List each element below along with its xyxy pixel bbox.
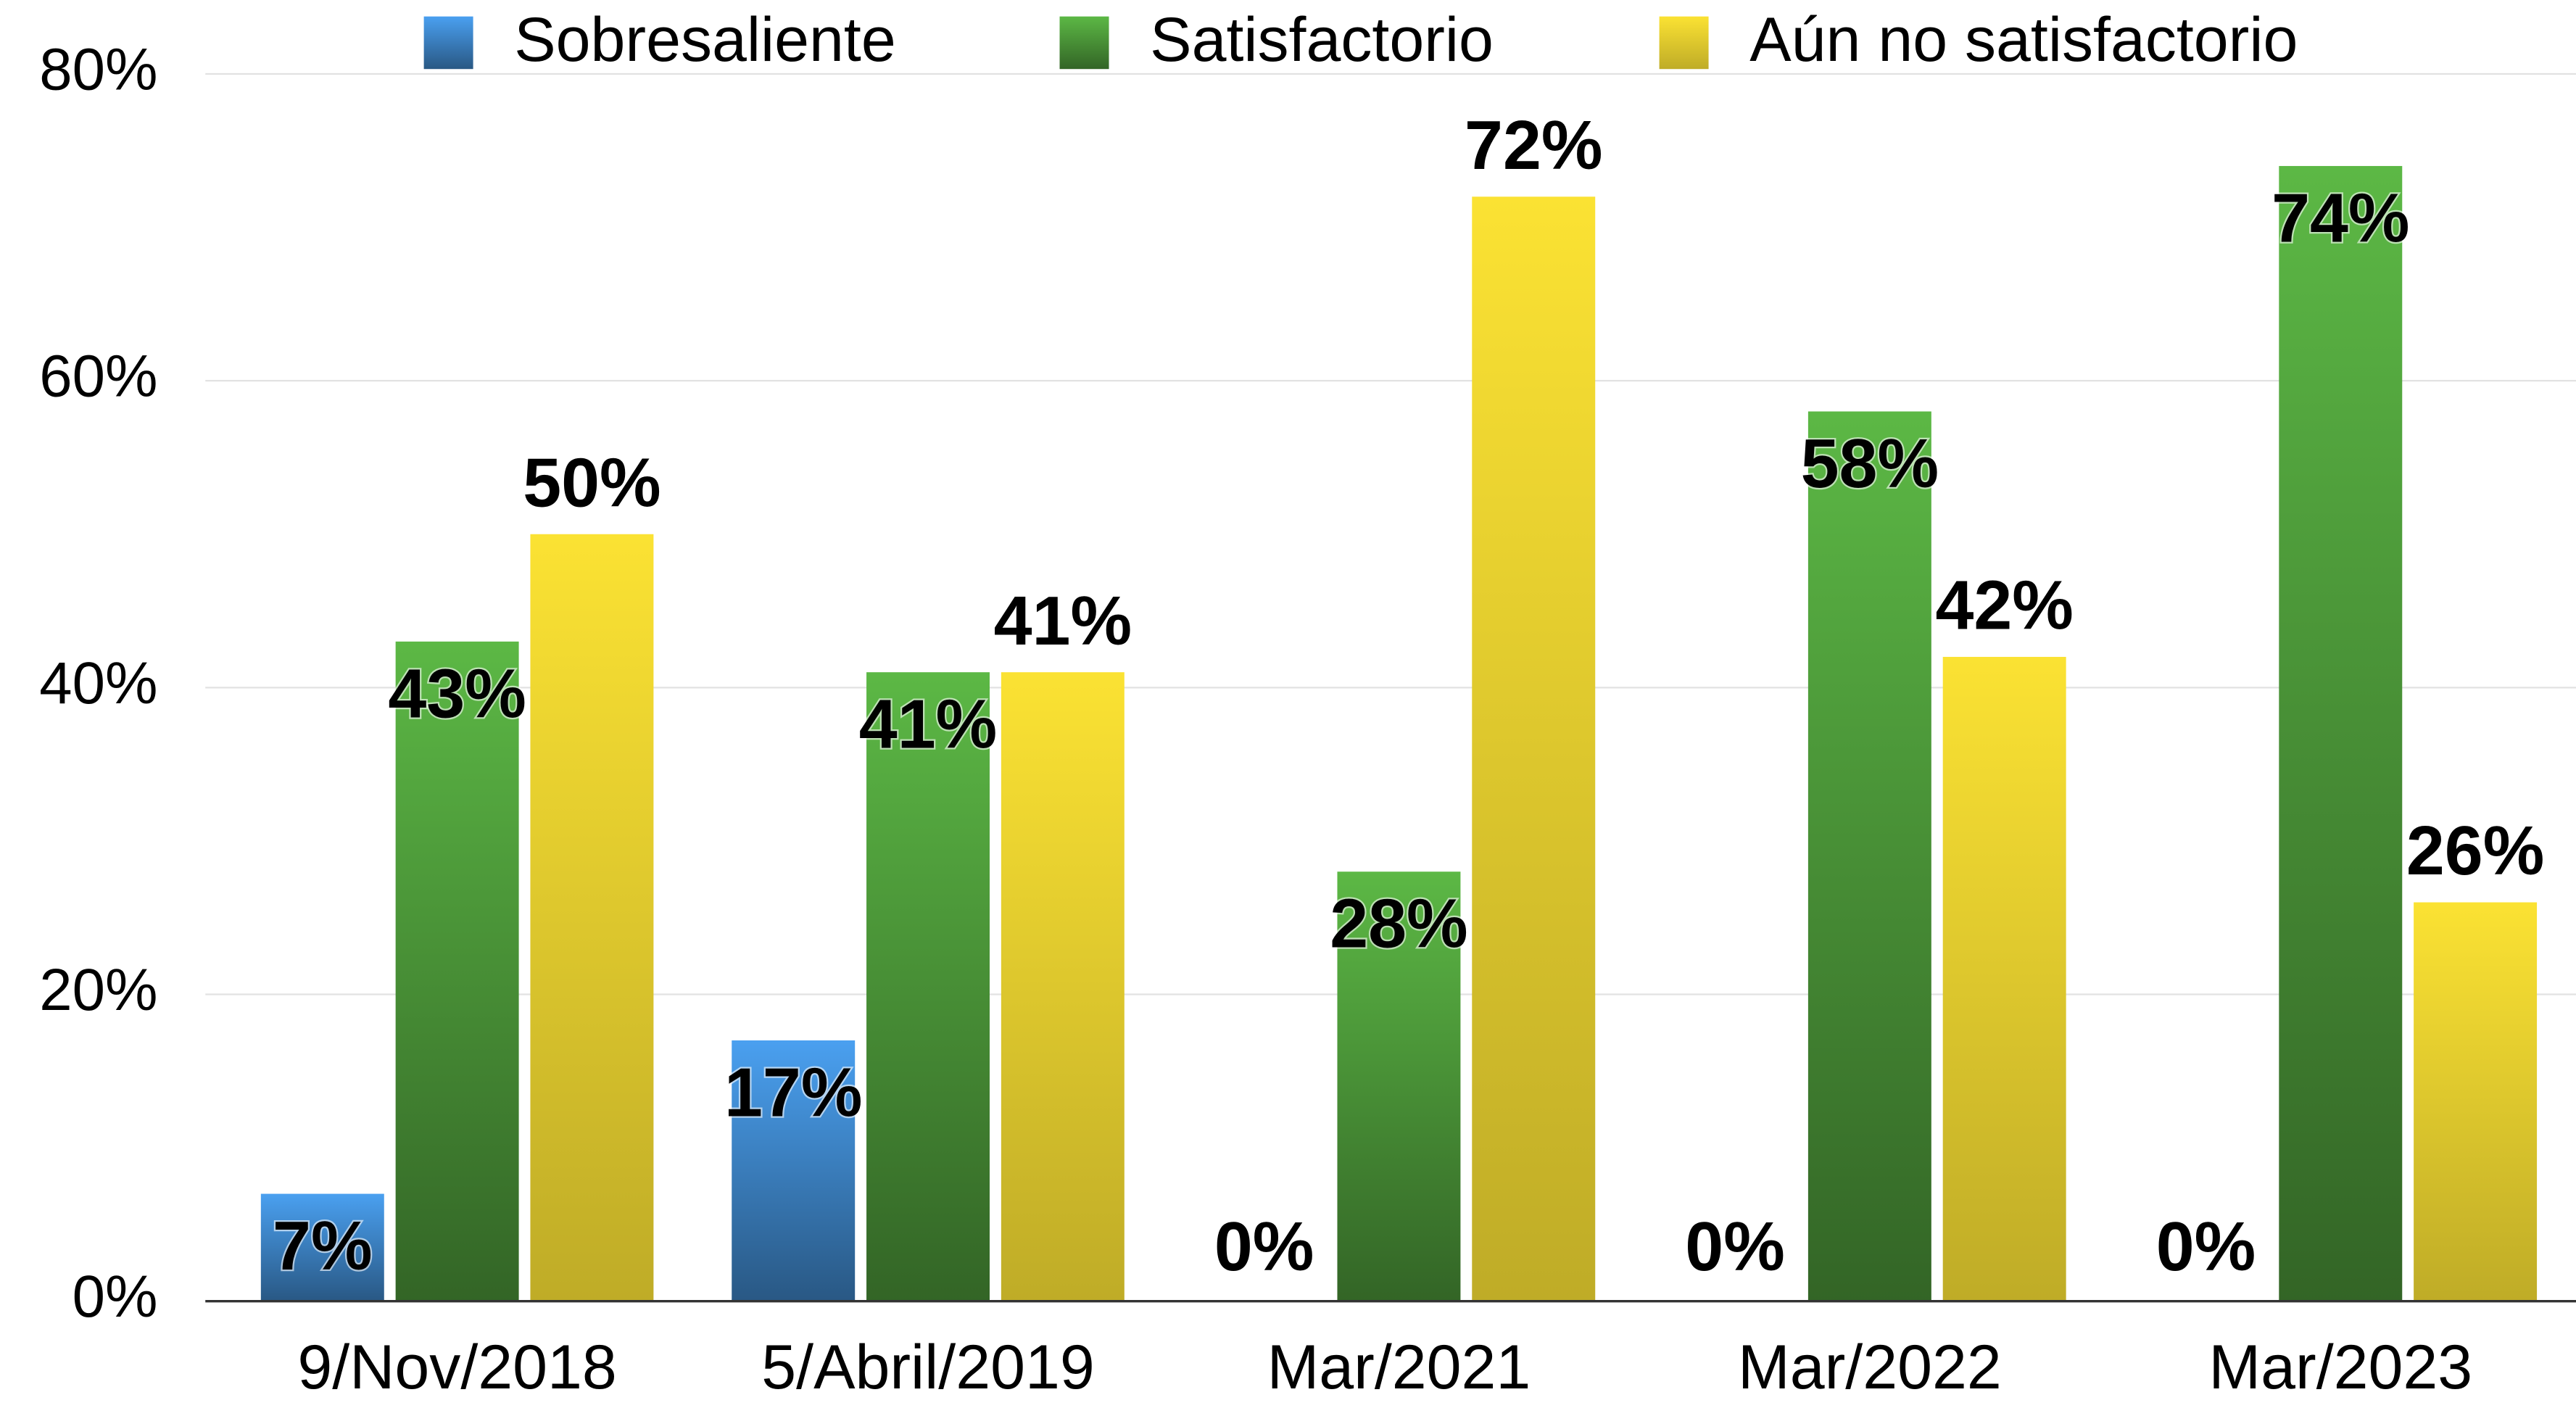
y-tick-label: 60% xyxy=(39,344,157,410)
value-label: 28% xyxy=(1330,886,1467,963)
legend-swatch xyxy=(423,16,473,70)
value-label: 0% xyxy=(1214,1209,1314,1285)
value-label: 17% xyxy=(724,1054,862,1131)
bar xyxy=(732,1040,856,1301)
value-label: 41% xyxy=(994,583,1132,660)
y-tick-label: 0% xyxy=(73,1264,158,1330)
legend-label: Sobresaliente xyxy=(514,5,895,75)
bar xyxy=(530,534,654,1301)
value-label: 41% xyxy=(859,687,997,763)
value-label: 42% xyxy=(1935,568,2073,645)
x-tick-label: 9/Nov/2018 xyxy=(297,1333,616,1402)
y-tick-label: 40% xyxy=(39,650,157,716)
value-label: 26% xyxy=(2406,813,2544,890)
legend-swatch xyxy=(1659,16,1709,70)
bar xyxy=(1942,657,2066,1301)
value-label: 0% xyxy=(1685,1209,1785,1285)
value-label: 58% xyxy=(1801,426,1939,502)
legend-label: Aún no satisfactorio xyxy=(1749,5,2298,75)
value-label: 72% xyxy=(1465,107,1602,184)
y-tick-label: 20% xyxy=(39,957,157,1023)
x-tick-label: Mar/2023 xyxy=(2208,1333,2472,1402)
x-tick-label: Mar/2022 xyxy=(1738,1333,2002,1402)
bar xyxy=(2279,165,2403,1301)
bar xyxy=(1472,196,1596,1301)
bar xyxy=(866,672,990,1301)
value-label: 0% xyxy=(2156,1209,2256,1285)
bar xyxy=(1807,411,1931,1301)
bar xyxy=(395,641,519,1301)
bar xyxy=(1001,672,1125,1301)
bar xyxy=(1337,871,1461,1301)
value-label: 50% xyxy=(523,444,660,521)
legend-swatch xyxy=(1059,16,1109,70)
value-label: 74% xyxy=(2271,180,2409,257)
legend-label: Satisfactorio xyxy=(1150,5,1494,75)
x-tick-label: Mar/2021 xyxy=(1267,1333,1531,1402)
bar xyxy=(2414,902,2538,1301)
value-label: 43% xyxy=(388,655,526,732)
value-label: 7% xyxy=(273,1208,373,1285)
y-tick-label: 80% xyxy=(39,37,157,103)
bar xyxy=(260,1193,384,1301)
x-tick-label: 5/Abril/2019 xyxy=(761,1333,1094,1402)
